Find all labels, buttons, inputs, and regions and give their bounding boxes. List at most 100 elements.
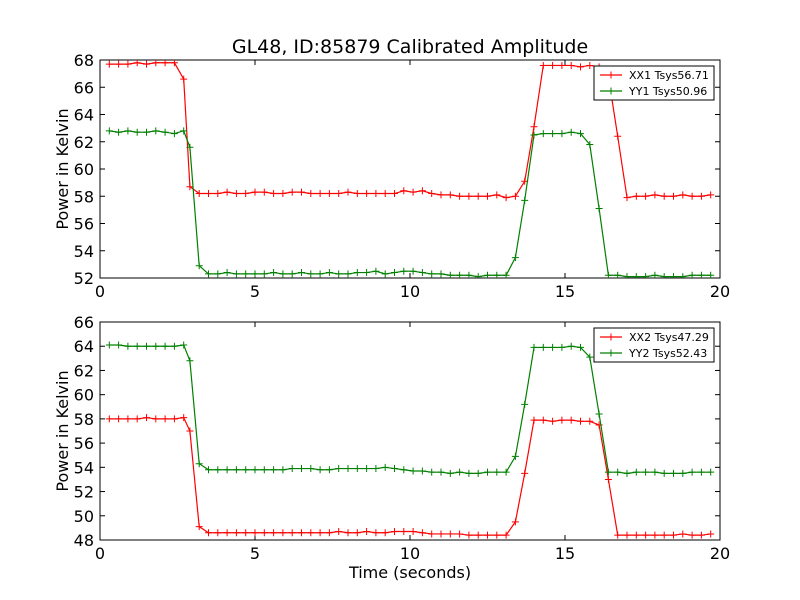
top-legend-marker xyxy=(607,87,615,95)
bottom-data-point xyxy=(115,415,123,423)
bottom-data-point xyxy=(232,529,240,537)
bottom-data-point xyxy=(223,466,231,474)
top-data-point xyxy=(651,271,659,278)
top-data-point xyxy=(651,191,659,199)
top-data-point xyxy=(298,188,305,196)
bottom-data-point xyxy=(642,531,650,539)
top-data-point xyxy=(511,254,519,262)
top-data-point xyxy=(688,271,696,278)
top-data-point xyxy=(251,270,259,278)
bottom-data-point xyxy=(170,342,178,350)
top-data-point xyxy=(558,130,566,138)
top-data-point xyxy=(316,270,324,278)
bottom-data-point xyxy=(335,465,343,473)
top-data-point xyxy=(595,205,603,213)
top-x-tick-label: 20 xyxy=(710,282,730,301)
top-y-tick-label: 62 xyxy=(74,133,94,152)
bottom-data-point xyxy=(372,465,380,473)
bottom-data-point xyxy=(400,466,408,474)
bottom-data-point xyxy=(493,468,501,476)
top-x-tick-label: 15 xyxy=(555,282,575,301)
bottom-panel: Power in Kelvin Time (seconds) 0 5 10 15 20 4… xyxy=(53,313,730,582)
bottom-data-point xyxy=(232,466,240,474)
top-data-point xyxy=(335,190,343,198)
bottom-data-point xyxy=(530,416,538,424)
bottom-data-point xyxy=(325,466,333,474)
top-data-point xyxy=(418,269,426,277)
bottom-data-point xyxy=(558,343,566,351)
bottom-data-point xyxy=(242,466,250,474)
bottom-data-point xyxy=(161,342,169,350)
bottom-data-point xyxy=(539,416,547,424)
top-data-point xyxy=(325,269,333,277)
top-data-point xyxy=(205,270,212,278)
top-data-point xyxy=(456,271,464,278)
bottom-data-point xyxy=(279,466,287,474)
top-y-tick-label: 68 xyxy=(74,51,94,70)
bottom-data-point xyxy=(549,417,557,425)
bottom-data-point xyxy=(539,343,547,351)
bottom-data-point xyxy=(335,528,343,536)
top-data-point xyxy=(391,190,398,198)
top-data-point xyxy=(232,270,240,278)
top-data-point xyxy=(679,191,687,199)
bottom-data-point xyxy=(586,417,594,425)
bottom-data-point xyxy=(428,530,436,538)
top-data-point xyxy=(105,127,113,135)
top-data-point xyxy=(242,190,250,198)
top-data-point xyxy=(363,269,371,277)
top-data-point xyxy=(270,269,278,277)
bottom-data-point xyxy=(143,414,150,422)
bottom-data-point xyxy=(307,529,315,537)
bottom-x-tick-label: 15 xyxy=(555,544,575,563)
top-data-point xyxy=(549,61,557,69)
top-data-point xyxy=(577,130,584,138)
bottom-data-point xyxy=(604,468,612,476)
bottom-data-point xyxy=(161,415,169,423)
bottom-y-tick-label: 52 xyxy=(74,483,94,502)
bottom-data-point xyxy=(660,531,668,539)
bottom-data-point xyxy=(493,531,501,539)
top-data-point xyxy=(474,192,482,200)
top-data-point xyxy=(586,61,594,69)
top-data-point xyxy=(115,60,123,68)
bottom-data-point xyxy=(195,460,203,468)
top-data-point xyxy=(152,127,160,135)
top-data-point xyxy=(707,191,715,199)
bottom-data-point xyxy=(660,469,668,477)
bottom-data-point xyxy=(124,415,132,423)
top-y-tick-label: 54 xyxy=(74,242,94,261)
top-data-point xyxy=(614,271,622,278)
bottom-data-point xyxy=(521,469,529,477)
top-data-point xyxy=(614,132,622,140)
bottom-y-tick-label: 60 xyxy=(74,386,94,405)
bottom-data-point xyxy=(307,465,315,473)
bottom-data-point xyxy=(353,465,361,473)
top-data-point xyxy=(195,262,203,270)
top-panel: GL48, ID:85879 Calibrated Amplitude Powe… xyxy=(53,36,730,301)
bottom-plot-area: 0 5 10 15 20 48 50 52 54 56 58 60 62 64 66 XX2 Tsys47.2… xyxy=(74,313,731,563)
top-data-point xyxy=(400,187,408,195)
bottom-data-point xyxy=(270,466,278,474)
top-data-point xyxy=(205,190,212,198)
bottom-data-point xyxy=(679,530,687,538)
bottom-data-point xyxy=(651,468,659,476)
top-y-tick-label: 52 xyxy=(74,269,94,288)
top-data-point xyxy=(223,188,231,196)
top-data-point xyxy=(502,271,510,278)
bottom-data-point xyxy=(353,529,361,537)
bottom-data-point xyxy=(707,468,715,476)
top-data-point xyxy=(180,75,188,83)
top-y-axis-label: Power in Kelvin xyxy=(53,108,72,229)
top-data-point xyxy=(428,270,436,278)
bottom-data-point xyxy=(465,469,473,477)
bottom-data-point xyxy=(502,531,510,539)
bottom-data-point xyxy=(170,415,178,423)
top-data-point xyxy=(623,194,631,202)
bottom-data-point xyxy=(344,529,352,537)
top-data-point xyxy=(697,192,705,200)
bottom-data-point xyxy=(279,529,287,537)
bottom-data-point xyxy=(456,468,464,476)
bottom-data-point xyxy=(152,415,160,423)
bottom-data-point xyxy=(437,530,445,538)
